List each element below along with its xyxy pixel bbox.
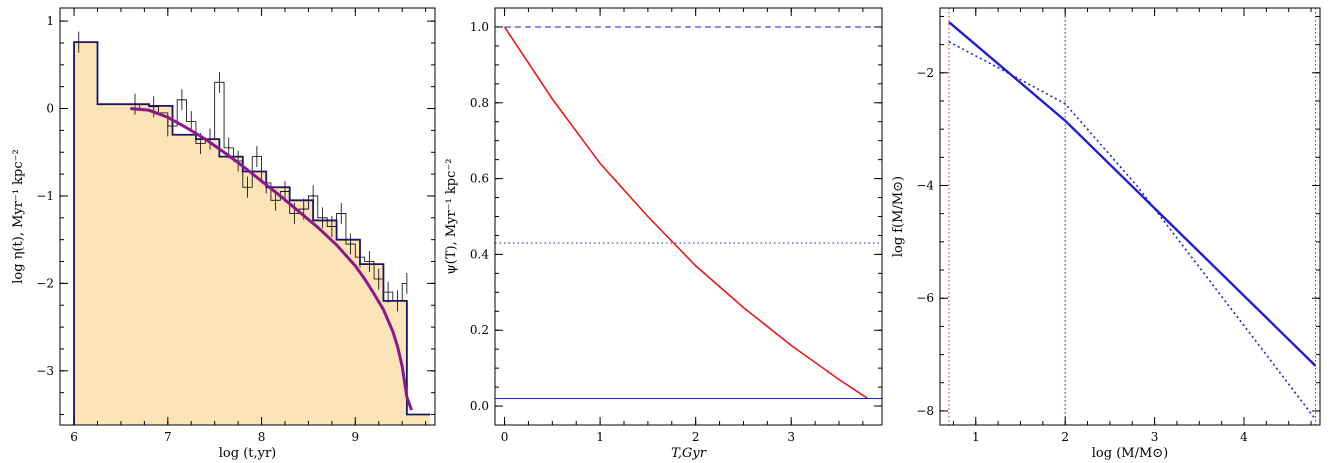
fine-histogram <box>130 81 407 302</box>
series-1 <box>948 41 1317 420</box>
panel-psi: 0 1 2 3 0.0 0.2 0.4 0.6 0.8 1.0 T,Gyr ψ(T), Myr⁻¹… <box>444 7 883 461</box>
x-tick-label: 1 <box>972 430 980 444</box>
fit-line <box>130 107 413 411</box>
y-axis-label: log f(M/M⊙) <box>891 176 906 257</box>
histogram-fill <box>74 42 431 426</box>
y-tick-label: −3 <box>36 364 54 378</box>
y-tick-label: −2 <box>36 276 54 290</box>
plot-frame <box>939 7 1321 426</box>
x-tick-label: 0 <box>501 430 509 444</box>
x-tick-label: 2 <box>1061 430 1069 444</box>
plot-frame <box>494 7 883 426</box>
x-tick-label: 9 <box>351 430 359 444</box>
y-tick-label: 1 <box>46 14 54 28</box>
panel-mass-function: 1 2 3 4 −2 −4 −6 −8 log (M/M⊙) log f(M/M⊙) <box>891 7 1321 461</box>
y-axis-label: ψ(T), Myr⁻¹ kpc⁻² <box>444 159 459 275</box>
x-tick-label: 2 <box>692 430 700 444</box>
series-0 <box>948 21 1317 367</box>
y-tick-label: −2 <box>916 66 934 80</box>
y-tick-label: 0.8 <box>470 96 489 110</box>
panel-star-formation-rate: 6 7 8 910−1−2−3 log (t,yr) log η(t), Myr⁻¹ … <box>11 7 436 461</box>
x-tick-label: 3 <box>1151 430 1159 444</box>
axes-frame <box>59 7 436 426</box>
x-tick-label: 8 <box>258 430 266 444</box>
curve-series-0 <box>503 26 869 400</box>
series-lines <box>948 8 1317 425</box>
y-tick-label: 0 <box>46 102 54 116</box>
x-axis-label: T,Gyr <box>671 446 707 461</box>
coarse-histogram <box>73 41 431 425</box>
y-tick-label: −1 <box>36 189 54 203</box>
fine-steps <box>130 81 407 302</box>
y-tick-label: 0.6 <box>470 172 489 186</box>
series-lines <box>495 26 882 400</box>
x-tick-label: 4 <box>1240 430 1248 444</box>
axes-frame <box>939 7 1321 426</box>
y-tick-label: 1.0 <box>470 20 489 34</box>
x-tick-label: 3 <box>787 430 795 444</box>
x-tick-label: 7 <box>164 430 172 444</box>
plot-frame <box>59 7 436 426</box>
y-tick-label: 0.4 <box>470 247 489 261</box>
y-tick-label: 0.0 <box>470 399 489 413</box>
x-tick-label: 6 <box>70 430 78 444</box>
y-tick-label: −8 <box>916 404 934 418</box>
tick-labels: 6 7 8 910−1−2−3 <box>36 14 359 444</box>
fit-curve <box>130 107 413 411</box>
coarse-steps <box>73 41 431 425</box>
x-axis-label: log (t,yr) <box>219 446 277 461</box>
y-tick-label: −4 <box>916 179 934 193</box>
tick-labels: 1 2 3 4 −2 −4 −6 −8 <box>916 66 1248 444</box>
y-axis-label: log η(t), Myr⁻¹ kpc⁻² <box>11 149 26 284</box>
axes-frame <box>494 7 883 426</box>
tick-labels: 0 1 2 3 0.0 0.2 0.4 0.6 0.8 1.0 <box>470 20 795 444</box>
histogram-area <box>74 42 431 426</box>
y-tick-label: −6 <box>916 291 934 305</box>
x-tick-label: 1 <box>596 430 604 444</box>
y-tick-label: 0.2 <box>470 323 489 337</box>
x-axis-label: log (M/M⊙) <box>1092 446 1168 461</box>
